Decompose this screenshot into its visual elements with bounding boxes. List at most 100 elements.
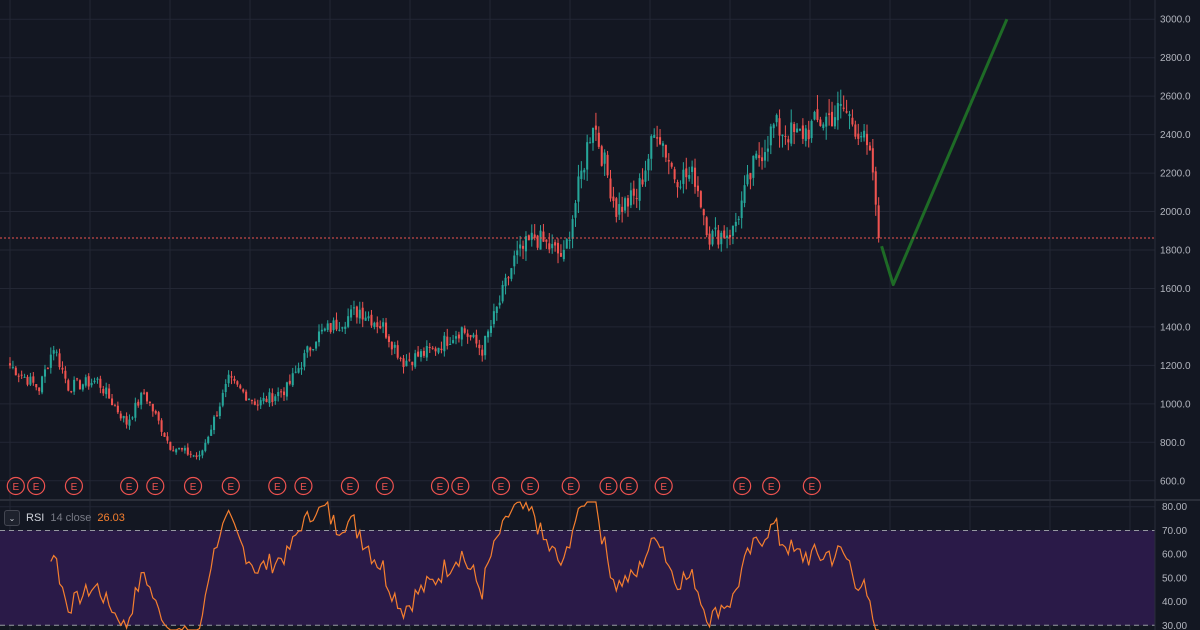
candle-body [746, 174, 749, 185]
candle-body [277, 392, 280, 397]
candle-body [431, 347, 434, 349]
candle-body [638, 178, 641, 201]
candle-body [192, 455, 195, 457]
candle-body [32, 376, 35, 383]
candle-body [282, 391, 286, 396]
candle-body [728, 234, 732, 238]
candle-body [294, 371, 297, 373]
earnings-marker-label: E [567, 482, 574, 493]
candle-body [556, 242, 560, 254]
price-axis-tick: 800.0 [1160, 438, 1185, 449]
candle-body [857, 133, 860, 139]
candle-body [594, 125, 597, 130]
candle-body [740, 200, 743, 219]
collapse-chevron-icon[interactable]: ⌄ [4, 510, 20, 526]
candle-body [702, 209, 705, 216]
candle-body [723, 230, 726, 238]
candle-body [274, 396, 277, 401]
candle-body [227, 374, 230, 384]
candle-body [454, 336, 458, 339]
candle-body [43, 369, 47, 377]
candle-body [245, 391, 248, 401]
candle-body [568, 239, 571, 241]
candle-body [865, 133, 869, 146]
candle-body [105, 387, 108, 395]
candle-body [195, 455, 198, 458]
candle-body [93, 380, 96, 383]
earnings-marker-label: E [605, 482, 612, 493]
candle-body [796, 128, 799, 133]
rsi-axis-tick: 70.00 [1162, 526, 1187, 537]
candle-body [874, 171, 877, 205]
candle-body [469, 335, 472, 338]
candle-body [790, 122, 793, 144]
candle-body [819, 119, 822, 126]
projection-polyline [880, 18, 1009, 287]
earnings-marker-circle [654, 476, 673, 496]
candle-body [443, 335, 446, 352]
candle-body [589, 142, 592, 144]
candle-body [787, 139, 790, 143]
candle-body [116, 405, 119, 413]
candle-body [828, 113, 831, 115]
candle-body [670, 162, 673, 167]
price-axis[interactable]: 600.0 800.0 1000.0 1200.0 1400.0 1600.0 1800.0… [1154, 0, 1200, 630]
candle-body [839, 103, 842, 106]
candle-body [163, 432, 166, 437]
candle-body [183, 447, 186, 451]
candle-body [128, 419, 131, 426]
candle-body [664, 144, 667, 158]
candle-body [635, 198, 638, 200]
earnings-marker-circle [491, 476, 511, 496]
candle-body [373, 322, 376, 327]
candle-body [463, 328, 466, 333]
projection-trend-line[interactable] [880, 18, 1009, 287]
candle-body [621, 206, 624, 213]
earnings-marker-label: E [498, 482, 505, 493]
candle-body [379, 326, 382, 329]
candle-body [629, 190, 632, 206]
candle-body [679, 186, 682, 188]
candle-body [533, 234, 536, 238]
candle-body [236, 381, 239, 385]
rsi-axis[interactable]: 30.00 40.00 50.00 60.00 70.00 80.00 [1162, 502, 1187, 630]
earnings-marker-label: E [274, 482, 281, 493]
candle-body [268, 392, 271, 404]
candle-body [140, 392, 143, 405]
candle-body [131, 417, 134, 419]
candle-body [390, 341, 393, 350]
candle-body [691, 166, 694, 172]
candle-body [586, 142, 589, 170]
candle-body [242, 389, 245, 392]
candle-body [81, 384, 84, 390]
candle-body [90, 382, 93, 386]
price-axis-tick: 2600.0 [1160, 92, 1191, 103]
candle-body [385, 322, 388, 338]
price-axis-tick: 1200.0 [1160, 361, 1191, 372]
candle-body [597, 132, 600, 147]
candle-body [352, 307, 356, 309]
candle-body [836, 103, 839, 121]
rsi-axis-tick: 40.00 [1162, 597, 1187, 608]
candle-body [70, 391, 73, 393]
candle-body [17, 375, 20, 377]
candle-body [851, 117, 854, 125]
candle-body [734, 221, 737, 227]
candle-body [189, 453, 192, 455]
candle-body [548, 243, 551, 250]
candle-body [29, 376, 32, 385]
candle-body [218, 406, 221, 417]
earnings-marker-label: E [768, 482, 775, 493]
candle-body [14, 367, 17, 376]
candle-body [262, 397, 265, 402]
candle-body [833, 117, 836, 127]
candle-body [685, 168, 688, 178]
candle-body [603, 152, 606, 164]
candle-body [763, 152, 767, 161]
earnings-marker-label: E [12, 482, 19, 493]
candle-body [562, 249, 565, 260]
candle-body [798, 128, 801, 131]
price-axis-background [1155, 0, 1200, 500]
